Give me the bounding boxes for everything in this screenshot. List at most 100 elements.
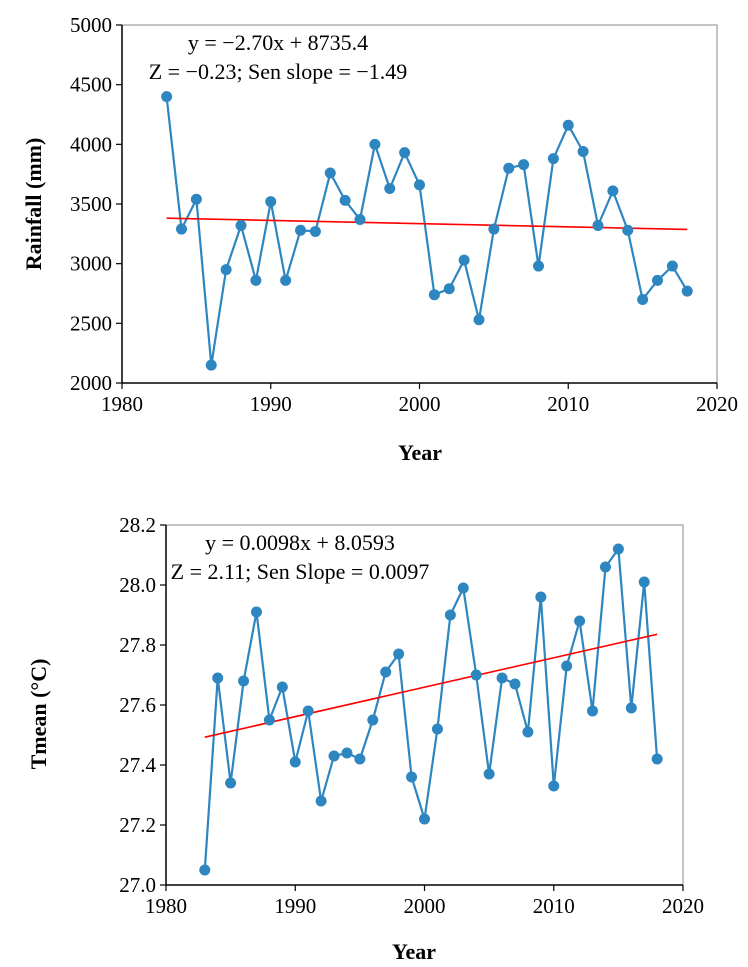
tmean-trend-line xyxy=(204,633,658,738)
rainfall-data-point xyxy=(295,224,306,236)
rainfall-data-point xyxy=(190,193,202,205)
tmean-x-tick-label: 2000 xyxy=(404,894,446,918)
tmean-data-point xyxy=(367,714,379,726)
rainfall-y-tick-label: 5000 xyxy=(70,13,112,37)
rainfall-data-point xyxy=(176,223,187,235)
tmean-data-point xyxy=(522,726,534,738)
rainfall-data-point xyxy=(622,224,634,236)
rainfall-data-point xyxy=(607,185,619,197)
tmean-y-tick-label: 27.8 xyxy=(119,633,156,657)
rainfall-data-point xyxy=(309,225,321,237)
tmean-data-point xyxy=(561,660,573,672)
tmean-x-tick-label: 1990 xyxy=(274,894,316,918)
tmean-data-point xyxy=(406,771,418,783)
rainfall-data-point xyxy=(547,153,559,165)
rainfall-data-point xyxy=(220,264,232,276)
rainfall-data-point xyxy=(562,119,574,131)
rainfall-data-point xyxy=(637,293,649,305)
tmean-data-point xyxy=(199,864,211,876)
rainfall-y-tick-label: 4500 xyxy=(70,73,112,97)
rainfall-y-axis-label: Rainfall (mm) xyxy=(21,138,46,271)
tmean-data-point xyxy=(483,768,495,780)
tmean-y-tick-label: 27.2 xyxy=(119,813,156,837)
tmean-data-point xyxy=(612,543,624,555)
rainfall-data-point xyxy=(250,274,262,286)
rainfall-y-tick-label: 3500 xyxy=(70,192,112,216)
tmean-data-point xyxy=(419,813,430,825)
tmean-data-point xyxy=(496,672,508,684)
tmean-data-point xyxy=(444,609,456,621)
tmean-mann-kendall-stats: Z = 2.11; Sen Slope = 0.0097 xyxy=(171,559,430,584)
rainfall-data-point xyxy=(488,223,500,235)
tmean-data-point xyxy=(393,648,405,660)
rainfall-x-tick-label: 1980 xyxy=(101,392,143,416)
tmean-data-point xyxy=(289,756,301,768)
tmean-y-axis-label: Tmean (°C) xyxy=(26,659,51,770)
tmean-data-point xyxy=(587,705,599,717)
tmean-data-point xyxy=(651,753,663,765)
rainfall-data-point xyxy=(518,159,530,171)
rainfall-data-point xyxy=(443,283,455,295)
tmean-marks: 27.0 27.2 27.4 27.6 27.8 28.0 28.2 1980 1990 2000… xyxy=(119,513,704,918)
tmean-data-point xyxy=(212,672,224,684)
rainfall-data-point xyxy=(414,179,425,191)
rainfall-x-tick-label: 2010 xyxy=(547,392,589,416)
rainfall-data-point xyxy=(265,196,277,208)
rainfall-data-point xyxy=(399,147,411,159)
rainfall-trend-equation: y = −2.70x + 8735.4 xyxy=(188,30,368,55)
tmean-y-tick-label: 27.4 xyxy=(119,753,156,777)
rainfall-mann-kendall-stats: Z = −0.23; Sen slope = −1.49 xyxy=(149,59,408,84)
rainfall-data-point xyxy=(533,260,544,272)
rainfall-data-point xyxy=(577,145,589,157)
tmean-data-point xyxy=(625,702,637,714)
rainfall-data-point xyxy=(473,314,485,326)
rainfall-series-line xyxy=(165,96,689,366)
tmean-x-tick-label: 2010 xyxy=(533,894,575,918)
tmean-data-point xyxy=(535,591,547,603)
tmean-data-point xyxy=(225,777,237,789)
tmean-data-point xyxy=(548,780,560,792)
rainfall-y-tick-label: 3000 xyxy=(70,252,112,276)
rainfall-data-point xyxy=(458,254,470,266)
tmean-y-tick-label: 28.0 xyxy=(119,573,156,597)
rainfall-data-point xyxy=(161,91,173,103)
rainfall-data-point xyxy=(324,167,336,179)
rainfall-x-tick-label: 1990 xyxy=(250,392,292,416)
tmean-y-tick-label: 28.2 xyxy=(119,513,156,537)
tmean-trend-equation: y = 0.0098x + 8.0593 xyxy=(205,530,395,555)
tmean-data-point xyxy=(470,669,482,681)
rainfall-data-point xyxy=(205,359,217,371)
tmean-data-point xyxy=(457,582,469,594)
tmean-data-point xyxy=(238,675,250,687)
rainfall-x-tick-label: 2000 xyxy=(399,392,441,416)
rainfall-chart: 2000 2500 3000 3500 4000 4500 5000 1980 1990 2000… xyxy=(21,13,738,465)
tmean-data-point xyxy=(328,750,340,762)
tmean-chart: 27.0 27.2 27.4 27.6 27.8 28.0 28.2 1980 1990 2000… xyxy=(26,513,704,964)
rainfall-data-point xyxy=(503,162,515,174)
tmean-data-point xyxy=(509,678,521,690)
rainfall-data-point xyxy=(280,274,292,286)
tmean-data-point xyxy=(599,561,611,573)
tmean-x-tick-label: 1980 xyxy=(145,894,187,918)
tmean-y-tick-label: 27.6 xyxy=(119,693,156,717)
tmean-data-point xyxy=(302,705,314,717)
rainfall-marks: 2000 2500 3000 3500 4000 4500 5000 1980 1990 2000… xyxy=(70,13,738,416)
tmean-y-tick-label: 27.0 xyxy=(119,873,156,897)
rainfall-data-point xyxy=(235,219,247,231)
tmean-x-axis-label: Year xyxy=(392,939,436,964)
rainfall-data-point xyxy=(384,182,396,194)
rainfall-data-point xyxy=(652,274,663,286)
rainfall-data-point xyxy=(369,138,381,150)
tmean-x-tick-label: 2020 xyxy=(662,894,704,918)
tmean-data-point xyxy=(341,747,353,759)
tmean-data-point xyxy=(574,615,586,627)
tmean-data-point xyxy=(354,753,366,765)
tmean-series-line xyxy=(203,545,659,871)
rainfall-data-point xyxy=(428,289,440,301)
rainfall-data-point xyxy=(681,285,693,297)
rainfall-y-tick-label: 4000 xyxy=(70,132,112,156)
rainfall-y-tick-label: 2500 xyxy=(70,311,112,335)
rainfall-x-tick-label: 2020 xyxy=(696,392,738,416)
tmean-data-point xyxy=(380,666,392,678)
